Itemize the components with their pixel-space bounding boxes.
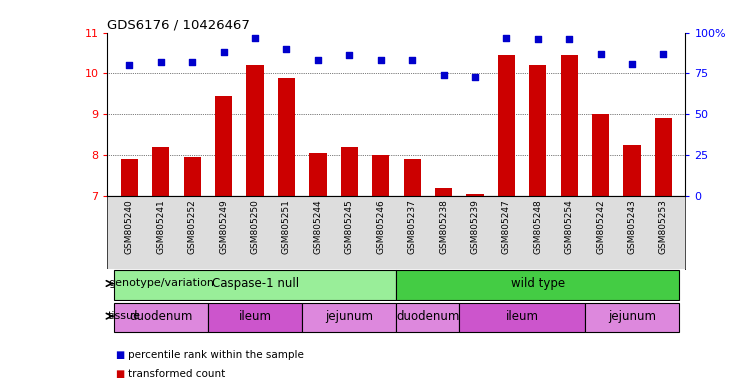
Text: jejunum: jejunum bbox=[325, 310, 373, 323]
Bar bbox=[466, 194, 484, 196]
Text: transformed count: transformed count bbox=[128, 369, 225, 379]
Text: GSM805248: GSM805248 bbox=[534, 200, 542, 254]
Point bbox=[657, 51, 669, 57]
Bar bbox=[459, 303, 585, 333]
Point bbox=[500, 35, 512, 41]
Bar bbox=[498, 55, 515, 196]
Text: GSM805252: GSM805252 bbox=[187, 200, 197, 254]
Bar bbox=[435, 188, 452, 196]
Bar bbox=[404, 159, 421, 196]
Text: GSM805253: GSM805253 bbox=[659, 200, 668, 254]
Bar bbox=[121, 159, 138, 196]
Bar bbox=[113, 303, 208, 333]
Text: ■: ■ bbox=[115, 350, 124, 360]
Text: GSM805254: GSM805254 bbox=[565, 200, 574, 254]
Text: wild type: wild type bbox=[511, 277, 565, 290]
Text: duodenum: duodenum bbox=[129, 310, 193, 323]
Point bbox=[375, 57, 387, 63]
Text: GSM805239: GSM805239 bbox=[471, 200, 479, 254]
Text: GSM805249: GSM805249 bbox=[219, 200, 228, 254]
Text: Caspase-1 null: Caspase-1 null bbox=[211, 277, 299, 290]
Bar bbox=[372, 155, 389, 196]
Bar bbox=[655, 118, 672, 196]
Bar bbox=[184, 157, 201, 196]
Text: jejunum: jejunum bbox=[608, 310, 656, 323]
Point bbox=[626, 61, 638, 67]
Text: GSM805243: GSM805243 bbox=[628, 200, 637, 254]
Text: GSM805242: GSM805242 bbox=[596, 200, 605, 254]
Point bbox=[249, 35, 261, 41]
Point bbox=[438, 72, 450, 78]
Bar bbox=[247, 65, 264, 196]
Bar bbox=[396, 270, 679, 300]
Point bbox=[312, 57, 324, 63]
Text: tissue: tissue bbox=[108, 311, 141, 321]
Bar bbox=[215, 96, 233, 196]
Point bbox=[186, 59, 198, 65]
Bar bbox=[396, 303, 459, 333]
Bar bbox=[560, 55, 578, 196]
Bar bbox=[341, 147, 358, 196]
Bar bbox=[309, 153, 327, 196]
Text: GSM805238: GSM805238 bbox=[439, 200, 448, 254]
Text: GSM805250: GSM805250 bbox=[250, 200, 259, 254]
Point bbox=[595, 51, 607, 57]
Point bbox=[469, 74, 481, 80]
Bar bbox=[592, 114, 609, 196]
Text: percentile rank within the sample: percentile rank within the sample bbox=[128, 350, 304, 360]
Point bbox=[155, 59, 167, 65]
Text: GSM805240: GSM805240 bbox=[125, 200, 134, 254]
Point bbox=[343, 53, 355, 59]
Text: GSM805247: GSM805247 bbox=[502, 200, 511, 254]
Text: genotype/variation: genotype/variation bbox=[108, 278, 214, 288]
Text: GSM805237: GSM805237 bbox=[408, 200, 416, 254]
Point bbox=[124, 62, 136, 68]
Text: GDS6176 / 10426467: GDS6176 / 10426467 bbox=[107, 18, 250, 31]
Text: GSM805251: GSM805251 bbox=[282, 200, 291, 254]
Text: ileum: ileum bbox=[239, 310, 272, 323]
Text: GSM805244: GSM805244 bbox=[313, 200, 322, 254]
Bar bbox=[585, 303, 679, 333]
Point bbox=[563, 36, 575, 42]
Text: GSM805241: GSM805241 bbox=[156, 200, 165, 254]
Text: GSM805246: GSM805246 bbox=[376, 200, 385, 254]
Bar bbox=[529, 65, 546, 196]
Text: ileum: ileum bbox=[505, 310, 539, 323]
Point bbox=[218, 49, 230, 55]
Point bbox=[406, 57, 418, 63]
Text: GSM805245: GSM805245 bbox=[345, 200, 353, 254]
Point bbox=[281, 46, 293, 52]
Point bbox=[532, 36, 544, 42]
Bar bbox=[208, 303, 302, 333]
Bar bbox=[302, 303, 396, 333]
Bar bbox=[152, 147, 170, 196]
Bar bbox=[113, 270, 396, 300]
Bar bbox=[623, 145, 641, 196]
Text: duodenum: duodenum bbox=[396, 310, 459, 323]
Bar bbox=[278, 78, 295, 196]
Text: ■: ■ bbox=[115, 369, 124, 379]
